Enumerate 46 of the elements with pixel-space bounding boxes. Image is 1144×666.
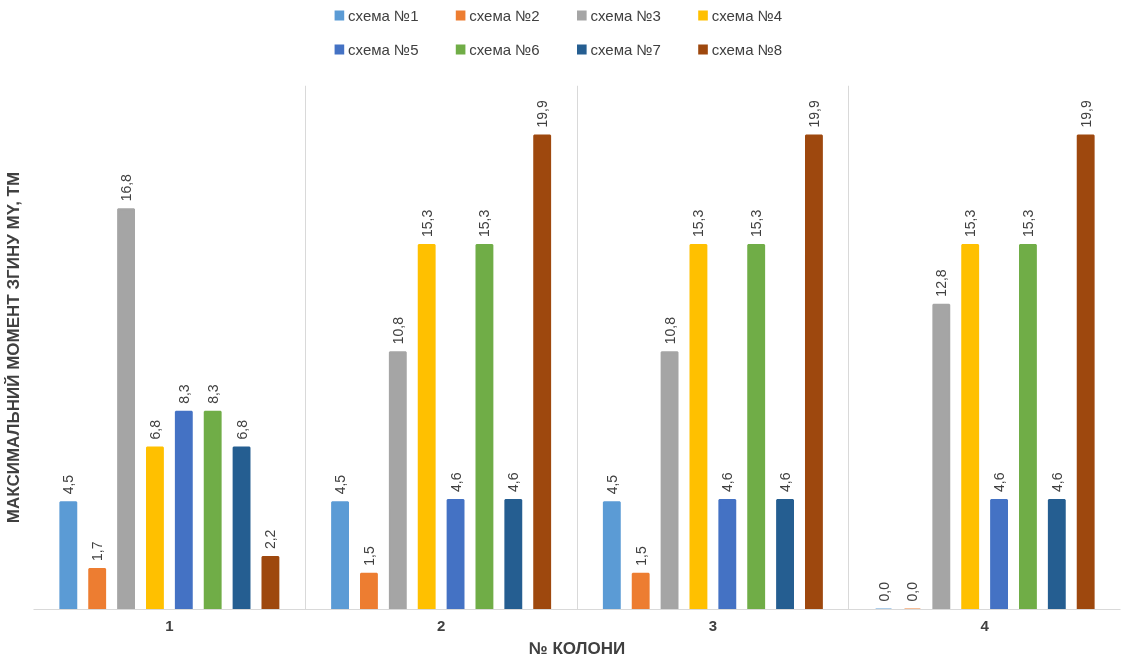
x-tick-label: 2	[436, 616, 446, 634]
data-label: 0,0	[904, 581, 921, 602]
data-label: 15,3	[748, 209, 765, 238]
data-label: 19,9	[1077, 100, 1094, 128]
legend-label: схема №3	[590, 7, 661, 24]
data-label: 4,5	[60, 474, 77, 495]
legend-label: схема №5	[348, 41, 419, 58]
data-label: 6,8	[233, 419, 250, 440]
data-label: 1,5	[632, 546, 649, 566]
data-label: 1,5	[360, 546, 377, 566]
data-label: 4,6	[447, 472, 464, 492]
data-label: 4,6	[719, 472, 736, 492]
data-label: 4,6	[1048, 472, 1065, 492]
data-label: 10,8	[389, 316, 406, 345]
data-label: 12,8	[933, 269, 950, 297]
data-label: 6,8	[146, 419, 163, 440]
x-tick-label: 4	[980, 616, 990, 634]
data-label: 16,8	[118, 173, 135, 202]
data-label: 8,3	[204, 384, 221, 404]
legend-label: схема №1	[348, 7, 419, 24]
data-label: 0,0	[875, 581, 892, 602]
data-label: 15,3	[1019, 209, 1036, 238]
y-axis-title: МАКСИМАЛЬНИЙ МОМЕНТ ЗГИНУ МY, ТМ	[3, 171, 23, 524]
data-label: 4,6	[777, 472, 794, 492]
data-label: 2,2	[262, 529, 279, 550]
legend-label: схема №2	[469, 7, 540, 24]
data-label: 19,9	[805, 100, 822, 128]
data-label: 15,3	[418, 209, 435, 238]
data-label: 4,5	[603, 474, 620, 495]
data-label: 19,9	[534, 100, 551, 128]
x-tick-label: 1	[165, 616, 174, 634]
legend-label: схема №4	[711, 7, 783, 24]
data-label: 15,3	[962, 209, 979, 238]
x-tick-label: 3	[708, 616, 718, 634]
data-label: 4,6	[505, 472, 522, 492]
data-label: 8,3	[175, 384, 192, 404]
data-label: 4,6	[991, 472, 1008, 492]
legend-label: схема №6	[469, 41, 540, 58]
legend-label: схема №7	[590, 41, 661, 58]
data-label: 4,5	[332, 474, 349, 495]
data-label: 15,3	[690, 209, 707, 238]
data-label: 1,7	[89, 541, 106, 562]
data-label: 15,3	[476, 209, 493, 238]
legend-label: схема №8	[711, 41, 783, 58]
x-axis-title: № КОЛОНИ	[528, 638, 626, 658]
data-label: 10,8	[661, 316, 678, 345]
